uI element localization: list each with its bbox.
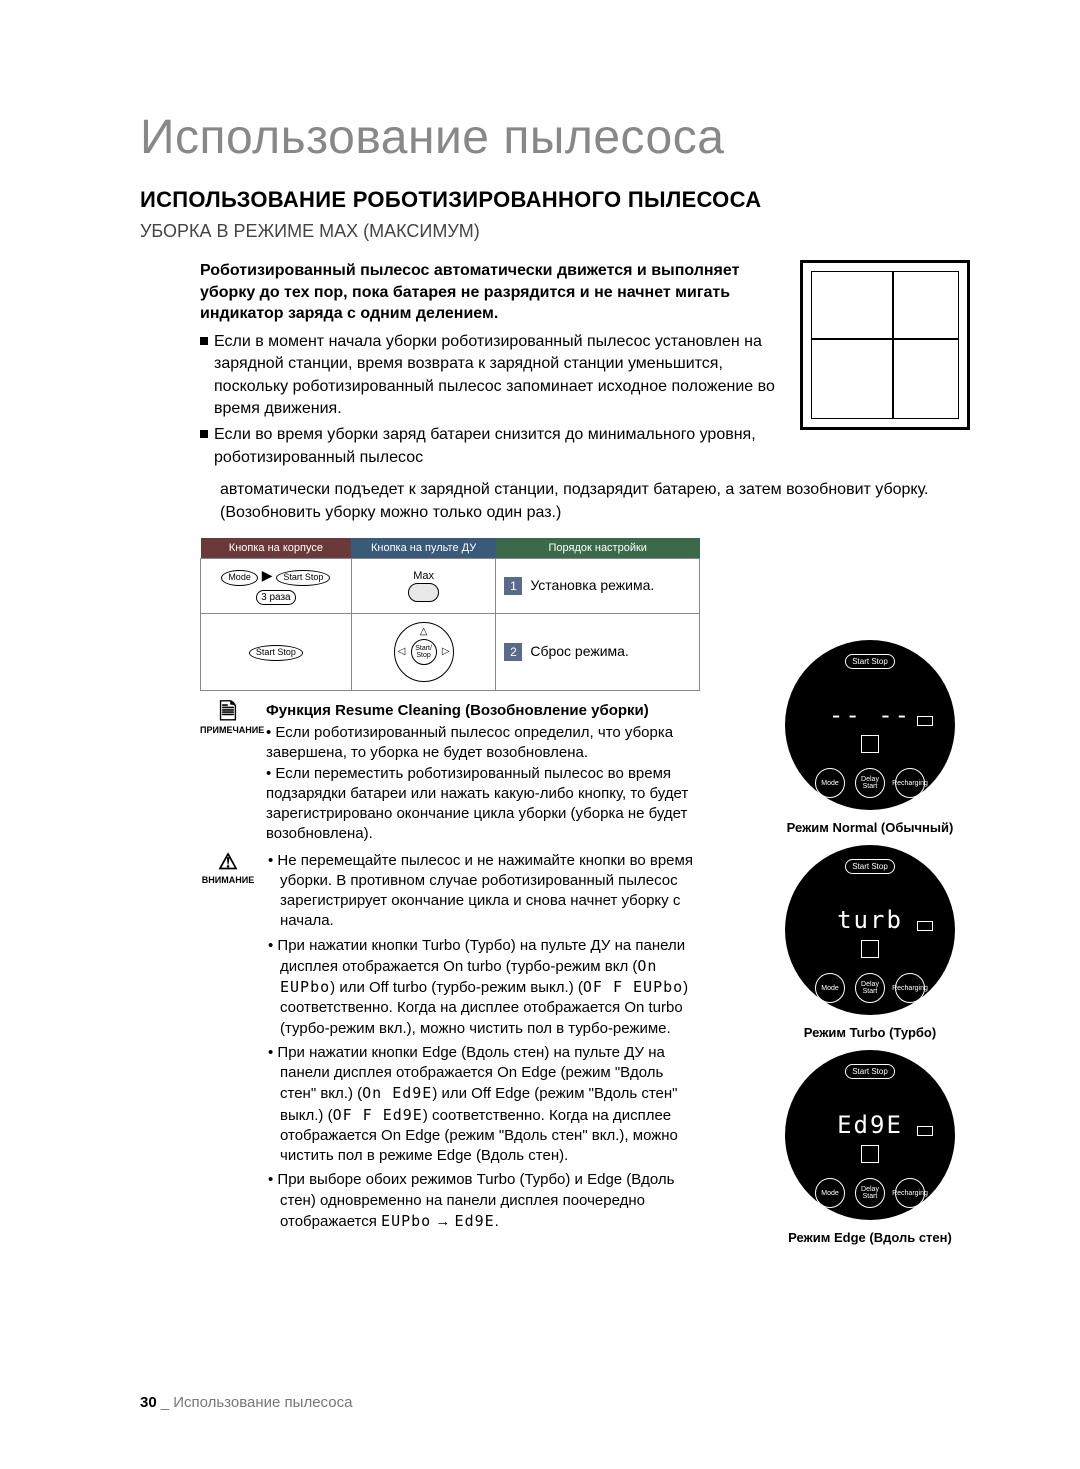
warning-icon-col: ⚠ ВНИМАНИЕ (200, 851, 256, 1237)
recharge-icon: Recharging (895, 1178, 925, 1208)
step-number-2: 2 (504, 643, 522, 661)
display-normal-label: Режим Normal (Обычный) (787, 820, 954, 835)
display-edge: Start Stop Ed9E Mode Delay Start Recharg… (785, 1050, 955, 1220)
config-table: Кнопка на корпусе Кнопка на пульте ДУ По… (200, 538, 700, 691)
note-item: Если роботизированный пылесос определил,… (266, 723, 700, 764)
camera-icon (861, 1145, 879, 1163)
th-procedure: Порядок настройки (496, 538, 700, 559)
th-body-button: Кнопка на корпусе (201, 538, 352, 559)
note-item: Если переместить роботизированный пылесо… (266, 764, 700, 845)
page-number: 30 (140, 1394, 157, 1411)
mode-icon: Mode (815, 973, 845, 1003)
display-panels: Start Stop -- -- Mode Delay Start Rechar… (770, 640, 970, 1245)
startstop-button-icon: Start Stop (249, 645, 303, 661)
th-remote-button: Кнопка на пульте ДУ (351, 538, 496, 559)
intro-text: Роботизированный пылесос автоматически д… (140, 260, 784, 473)
display-normal: Start Stop -- -- Mode Delay Start Rechar… (785, 640, 955, 810)
display-text: turb (837, 906, 903, 934)
warning-row: ⚠ ВНИМАНИЕ • Не перемещайте пылесос и не… (200, 851, 700, 1237)
mode-button-icon: Mode (221, 570, 258, 586)
warning-label: ВНИМАНИЕ (202, 875, 254, 885)
intro-bullet-2-text-b: автоматически подъедет к зарядной станци… (140, 479, 970, 524)
floorplan-diagram (800, 260, 970, 430)
bullet-turbo: • При нажатии кнопки Turbo (Турбо) на пу… (266, 936, 700, 1039)
camera-icon (861, 940, 879, 958)
cell-step-2: 2 Сброс режима. (496, 613, 700, 690)
cell-step-1: 1 Установка режима. (496, 558, 700, 613)
warning-icon: ⚠ (200, 851, 256, 873)
table-row: Start Stop △ ◁ ▷ Start/ Stop 2 Сброс реж… (201, 613, 700, 690)
battery-icon (917, 1126, 933, 1136)
square-bullet-icon (200, 337, 208, 345)
startstop-pill: Start Stop (845, 859, 895, 874)
note-icon: 🗎 ПРИМЕЧАНИЕ (200, 701, 256, 845)
display-turbo-label: Режим Turbo (Турбо) (804, 1025, 936, 1040)
step-text-1: Установка режима. (530, 577, 654, 593)
page-main-title: Использование пылесоса (140, 110, 970, 165)
cell-body-1: Mode ▶ Start Stop 3 раза (201, 558, 352, 613)
startstop-button-icon: Start Stop (276, 570, 330, 586)
intro-bullet-1-text: Если в момент начала уборки роботизирова… (214, 331, 784, 421)
startstop-pill: Start Stop (845, 654, 895, 669)
step-text-2: Сброс режима. (530, 643, 629, 659)
document-icon: 🗎 (200, 701, 256, 723)
note-label: ПРИМЕЧАНИЕ (200, 725, 264, 735)
intro-block: Роботизированный пылесос автоматически д… (140, 260, 970, 473)
startstop-pill: Start Stop (845, 1064, 895, 1079)
battery-icon (917, 716, 933, 726)
page-footer: 30_ Использование пылесоса (140, 1394, 352, 1411)
recharge-icon: Recharging (895, 973, 925, 1003)
max-button-icon (408, 583, 438, 602)
section-heading: ИСПОЛЬЗОВАНИЕ РОБОТИЗИРОВАННОГО ПЫЛЕСОСА (140, 187, 970, 213)
square-bullet-icon (200, 430, 208, 438)
cell-remote-2: △ ◁ ▷ Start/ Stop (351, 613, 496, 690)
warn-item: • Не перемещайте пылесос и не нажимайте … (266, 851, 700, 932)
max-label: Max (358, 570, 490, 582)
intro-bold: Роботизированный пылесос автоматически д… (200, 260, 784, 325)
bullet-both: • При выборе обоих режимов Turbo (Турбо)… (266, 1170, 700, 1232)
resume-title: Функция Resume Cleaning (Возобновление у… (266, 701, 700, 721)
bullet-edge: • При нажатии кнопки Edge (Вдоль стен) н… (266, 1043, 700, 1167)
display-text: -- -- (829, 701, 911, 729)
remote-center-label: Start/ Stop (411, 639, 437, 665)
note-resume: 🗎 ПРИМЕЧАНИЕ Функция Resume Cleaning (Во… (200, 701, 700, 845)
cell-body-2: Start Stop (201, 613, 352, 690)
mode-icon: Mode (815, 768, 845, 798)
intro-bullet-1: Если в момент начала уборки роботизирова… (200, 331, 784, 421)
display-edge-label: Режим Edge (Вдоль стен) (788, 1230, 952, 1245)
remote-dpad-icon: △ ◁ ▷ Start/ Stop (394, 622, 454, 682)
delay-icon: Delay Start (855, 768, 885, 798)
delay-icon: Delay Start (855, 1178, 885, 1208)
cell-remote-1: Max (351, 558, 496, 613)
battery-icon (917, 921, 933, 931)
step-number-1: 1 (504, 577, 522, 595)
intro-bullet-2-text-a: Если во время уборки заряд батареи снизи… (214, 424, 784, 469)
delay-icon: Delay Start (855, 973, 885, 1003)
mode-icon: Mode (815, 1178, 845, 1208)
notes-block: 🗎 ПРИМЕЧАНИЕ Функция Resume Cleaning (Во… (140, 701, 700, 1236)
warn-text: Не перемещайте пылесос и не нажимайте кн… (277, 852, 693, 930)
display-turbo: Start Stop turb Mode Delay Start Recharg… (785, 845, 955, 1015)
intro-bullet-2: Если во время уборки заряд батареи снизи… (200, 424, 784, 469)
sub-heading: УБОРКА В РЕЖИМЕ MAX (МАКСИМУМ) (140, 221, 970, 242)
display-text: Ed9E (837, 1111, 903, 1139)
press-count-label: 3 раза (256, 590, 296, 605)
recharge-icon: Recharging (895, 768, 925, 798)
camera-icon (861, 735, 879, 753)
table-row: Mode ▶ Start Stop 3 раза Max 1 Установка… (201, 558, 700, 613)
footer-text: Использование пылесоса (173, 1394, 352, 1411)
